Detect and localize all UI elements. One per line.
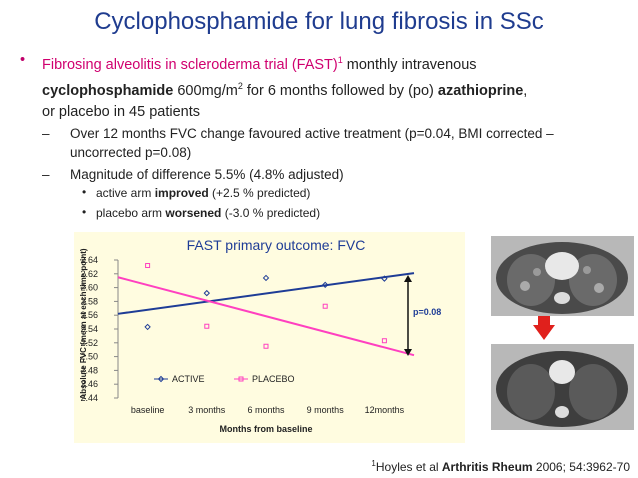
- text-span: for 6 months followed by (po): [242, 82, 438, 99]
- placebo-trendline: [117, 276, 415, 357]
- subsub-active-arm: • active arm improved (+2.5 % predicted): [82, 185, 311, 200]
- fvc-chart: FAST primary outcome: FVC 2.64 2.62 2.60 2.5…: [79, 237, 441, 434]
- bullet-marker: •: [82, 185, 87, 199]
- y-tick-label: 2.48: [80, 365, 98, 375]
- y-tick-label: 2.54: [80, 324, 98, 334]
- text-span: monthly intravenous: [342, 56, 477, 73]
- y-tick-label: 2.58: [80, 296, 98, 306]
- sub-bullet-fvc-change: – Over 12 months FVC change favoured act…: [42, 124, 612, 162]
- text-span: active arm: [96, 186, 155, 200]
- legend-marker: [238, 376, 244, 382]
- bullet-text: Fibrosing alveolitis in scleroderma tria…: [42, 50, 628, 123]
- text-span: Hoyles et al: [375, 460, 442, 474]
- active-point: [262, 274, 270, 282]
- trial-name: Fibrosing alveolitis in scleroderma tria…: [42, 56, 338, 73]
- x-tick-label: 3 months: [188, 405, 226, 415]
- bullet-marker: •: [20, 52, 26, 68]
- ct-scan-graphic: [491, 344, 634, 430]
- y-axis-label: Absolute FVC (mean at each time point): [79, 248, 88, 399]
- placebo-point: [381, 338, 387, 344]
- sub-bullet-line: uncorrected p=0.08): [70, 145, 192, 160]
- sub-bullet-line: Over 12 months FVC change favoured activ…: [70, 126, 554, 141]
- x-tick-label: 6 months: [247, 405, 285, 415]
- bullet-fast-trial: • Fibrosing alveolitis in scleroderma tr…: [8, 50, 628, 123]
- sub-bullet-magnitude: – Magnitude of difference 5.5% (4.8% adj…: [42, 165, 612, 184]
- p-value-arrow-up: [404, 275, 412, 282]
- placebo-point: [263, 343, 269, 349]
- footnote-citation: 1Hoyles et al Arthritis Rheum 2006; 54:3…: [371, 459, 630, 474]
- active-point: [203, 289, 211, 297]
- trial-ref: 1: [337, 55, 343, 65]
- x-axis-label: Months from baseline: [219, 424, 312, 434]
- dash-marker: –: [42, 167, 50, 182]
- y-tick-label: 2.64: [80, 255, 98, 265]
- slide-title: Cyclophosphamide for lung fibrosis in SS…: [94, 8, 544, 35]
- placebo-point: [145, 263, 151, 269]
- legend-marker: [157, 375, 165, 383]
- chart-panel: FAST primary outcome: FVC 2.64 2.62 2.60 2.5…: [74, 232, 465, 443]
- subsub-placebo-arm: • placebo arm worsened (-3.0 % predicted…: [82, 205, 321, 220]
- ct-scan-bottom-image: [491, 344, 634, 430]
- y-tick-label: 2.62: [80, 269, 98, 279]
- y-tick-label: 2.52: [80, 338, 98, 348]
- bold-word: improved: [154, 186, 209, 200]
- y-tick-label: 2.50: [80, 352, 98, 362]
- text-span: 600mg/m: [173, 82, 238, 99]
- sub-bullet-line: Magnitude of difference 5.5% (4.8% adjus…: [70, 167, 344, 182]
- text-span: ,: [523, 82, 528, 99]
- ct-scan-top-image: [491, 236, 634, 316]
- legend-label: ACTIVE: [172, 374, 205, 384]
- x-tick-label: 12months: [365, 405, 405, 415]
- text-span: (+2.5 % predicted): [208, 186, 311, 200]
- y-tick-label: 2.60: [80, 283, 98, 293]
- legend-label: PLACEBO: [252, 374, 295, 384]
- text-span: (-3.0 % predicted): [221, 206, 321, 220]
- bullet-marker: •: [82, 205, 87, 219]
- superscript: 2: [237, 80, 243, 91]
- placebo-point: [204, 323, 210, 329]
- drug-cyclophosphamide: cyclophosphamide: [42, 82, 174, 99]
- active-point: [381, 275, 388, 282]
- y-tick-label: 2.46: [80, 379, 98, 389]
- y-tick-label: 2.44: [80, 393, 98, 403]
- drug-azathioprine: azathioprine: [437, 82, 524, 99]
- dash-marker: –: [42, 126, 50, 141]
- y-tick-label: 2.56: [80, 310, 98, 320]
- active-point: [144, 323, 151, 331]
- ct-scan-graphic: [491, 236, 634, 316]
- text-span: 2006; 54:3962-70: [532, 460, 630, 474]
- x-tick-label: baseline: [131, 405, 165, 415]
- text-span: or placebo in 45 patients: [42, 103, 200, 120]
- placebo-point: [322, 303, 328, 309]
- active-trendline: [117, 272, 415, 315]
- bold-word: worsened: [165, 206, 222, 220]
- journal-name: Arthritis Rheum: [441, 460, 533, 474]
- footnote-ref: 1: [371, 459, 376, 468]
- p-value-label: p=0.08: [413, 307, 441, 317]
- x-tick-label: 9 months: [307, 405, 345, 415]
- active-point: [321, 281, 329, 289]
- p-value-arrow-down: [404, 349, 412, 356]
- text-span: placebo arm: [96, 206, 166, 220]
- arrow-down-icon: [533, 316, 555, 340]
- chart-title: FAST primary outcome: FVC: [187, 237, 366, 253]
